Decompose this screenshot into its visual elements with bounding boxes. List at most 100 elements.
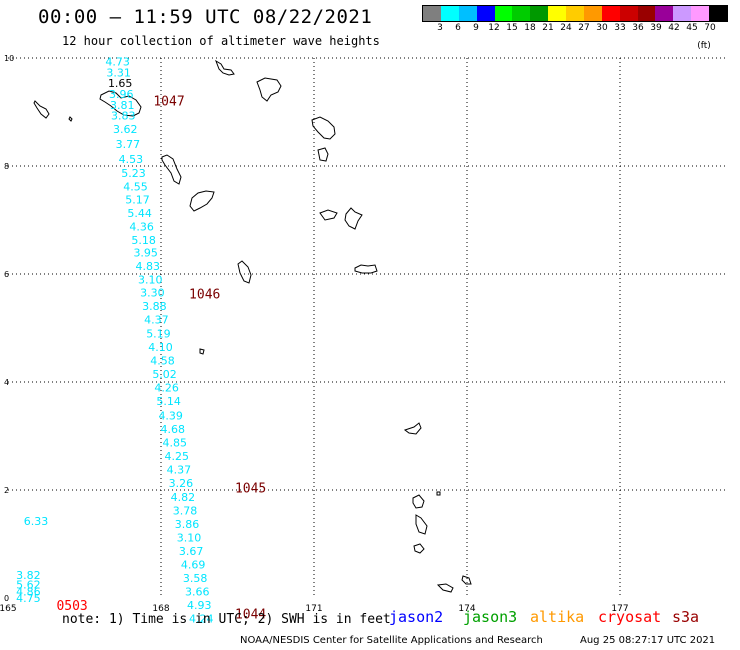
scale-swatch [566,6,584,21]
swh-reading: 4.39 [158,409,183,422]
island-outline [354,264,378,274]
swh-reading: 5.19 [146,328,171,341]
swh-reading: 4.93 [187,599,212,612]
swh-reading: 3.67 [179,545,204,558]
island-outline [99,90,142,117]
scale-label: 24 [560,23,572,33]
scale-swatch [655,6,674,21]
scale-label: 18 [524,23,536,33]
latitude-tick-label: 8 [4,162,9,171]
island-outline [215,59,235,76]
scale-swatch [619,6,638,21]
island-outline [33,100,50,119]
scale-swatch [476,6,495,21]
island-outline [237,260,252,284]
scale-label: 21 [542,23,554,33]
wave-height-color-scale: 3 6 9 12 15 18 21 24 27 30 33 36 39 42 45 70 (ft) [422,5,728,51]
latitude-tick-label: 10 [4,54,14,63]
credit-line: NOAA/NESDIS Center for Satellite Applica… [240,635,543,646]
units-note: note: 1) Time is in UTC; 2) SWH is in fe… [62,612,391,627]
scale-label: 27 [578,23,590,33]
swh-reading: 3.86 [175,518,200,531]
swh-reading: 4.58 [150,355,175,368]
swh-reading: 4.26 [154,382,179,395]
color-scale-bar [422,5,728,22]
scale-label: 9 [473,23,479,33]
longitude-tick-label: 168 [152,604,169,614]
time-marker: 1047 [153,95,184,110]
scale-label: 15 [506,23,518,33]
swh-reading: 5.17 [125,193,150,206]
swh-reading: 5.02 [152,368,177,381]
scale-swatch [440,6,459,21]
swh-reading: 4.75 [16,592,41,605]
island-outline [403,422,422,435]
swh-reading: 3.78 [173,504,198,517]
swh-reading: 4.73 [105,56,130,69]
scale-swatch [673,6,692,21]
island-outline [161,154,182,185]
swh-reading: 3.31 [106,66,131,79]
swh-reading: 5.14 [156,395,181,408]
axis-tick-labels: 165 168 171 174 177 0 2 4 6 8 10 [0,54,629,614]
swh-reading: 5.62 [16,578,41,591]
scale-label: 42 [668,23,680,33]
island-outline [189,190,215,212]
scale-swatch [601,6,620,21]
scale-swatch [548,6,566,21]
swh-reading: 3.96 [109,88,134,101]
scale-label: 39 [650,23,662,33]
longitude-tick-label: 171 [305,604,322,614]
island-outline [415,514,428,535]
swh-reading: 4.37 [144,314,169,327]
longitude-tick-label: 177 [611,604,628,614]
swh-reading: 4.69 [181,558,206,571]
time-marker: 1045 [235,482,266,497]
color-scale-labels: 3 6 9 12 15 18 21 24 27 30 33 36 39 42 45 70 (ft) [422,23,728,51]
scale-label: 70 [704,23,716,33]
swh-reading: 4.53 [119,153,144,166]
scale-label: 3 [437,23,443,33]
scale-swatch [512,6,531,21]
swh-reading: 3.77 [116,138,141,151]
swh-reading: 3.82 [16,569,41,582]
swh-reading: 4.24 [189,612,214,625]
swh-reading: 3.83 [111,110,136,123]
swh-reading: 3.30 [140,287,165,300]
scale-label: 6 [455,23,461,33]
scale-label: 45 [686,23,698,33]
swh-reading: 3.88 [142,300,167,313]
map-subtitle: 12 hour collection of altimeter wave hei… [62,34,380,48]
swh-reading: 4.36 [129,220,154,233]
generation-timestamp: Aug 25 08:27:17 UTC 2021 [580,635,716,646]
swh-reading: 4.10 [148,341,173,354]
scale-swatch [637,6,656,21]
swh-reading: 1.65 [108,77,133,90]
scale-swatch [458,6,477,21]
swh-reading: 3.81 [110,99,135,112]
scale-label: 12 [488,23,500,33]
swh-reading: 3.10 [177,531,202,544]
island-outline [256,77,282,102]
swh-reading: 3.10 [138,274,163,287]
satellite-legend-cryosat: cryosat [598,608,662,626]
satellite-legend-altika: altika [530,608,585,626]
swh-reading: 3.58 [183,572,208,585]
swh-reading: 4.25 [165,450,190,463]
scale-swatch [494,6,513,21]
latitude-tick-label: 4 [4,378,9,387]
swh-reading: 5.18 [131,234,156,247]
scale-unit: (ft) [697,41,711,51]
latitude-tick-label: 0 [4,594,9,603]
swh-reading: 3.95 [133,247,158,260]
latitude-tick-label: 2 [4,486,9,495]
swh-reading: 3.26 [169,477,194,490]
swh-reading: 4.55 [123,180,148,193]
swh-reading: 4.37 [167,463,192,476]
swh-reading: 4.83 [135,260,160,273]
island-outlines [33,59,472,593]
island-outline [311,116,336,140]
satellite-legend-jason2: jason2 [389,608,444,626]
satellite-legend-jason3: jason3 [463,608,518,626]
